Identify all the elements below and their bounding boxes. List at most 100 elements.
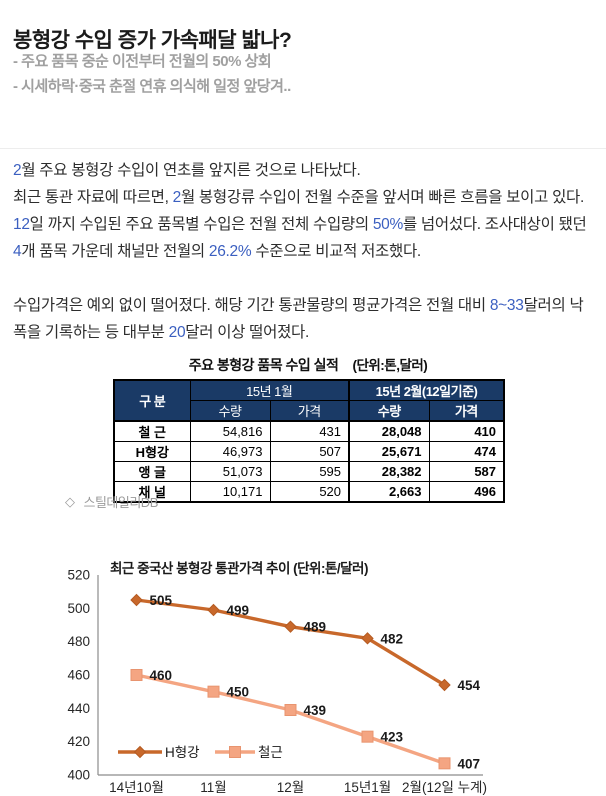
row-label: H형강 [113, 441, 191, 462]
text-run: 최근 통관 자료에 따르면, [13, 189, 173, 206]
text-run: 달러의 낙폭을 기록하는 등 대부분 [13, 297, 584, 341]
cell-jan-price: 595 [269, 461, 350, 482]
data-point-label: 460 [150, 668, 173, 683]
subtitle-block: - 주요 품목 중순 이전부터 전월의 50% 상회 - 시세하락·중국 춘절 … [13, 49, 291, 99]
data-point-marker [438, 678, 451, 692]
table-row: H형강 46,973 507 25,671 474 [113, 441, 505, 462]
table-title: 주요 봉형강 품목 수입 실적 [188, 357, 339, 373]
data-point-label: 489 [304, 620, 327, 635]
table-row: 채 널 10,171 520 2,663 496 [113, 481, 505, 503]
table-header-jan-price: 가격 [269, 400, 350, 422]
paragraph-2: 최근 통관 자료에 따르면, 2월 봉형강류 수입이 전월 수준을 앞서며 빠른… [13, 184, 595, 265]
cell-feb-qty: 28,048 [348, 420, 430, 442]
highlight-number: 26.2% [208, 243, 252, 260]
highlight-number: 50% [372, 216, 403, 233]
paragraph-3: 수입가격은 예외 없이 떨어졌다. 해당 기간 통관물량의 평균가격은 전월 대… [13, 292, 595, 346]
legend-label: 철근 [258, 745, 283, 760]
data-point-label: 482 [381, 631, 404, 646]
import-data-table: 구 분 15년 1월 15년 2월(12일기준) 수량 가격 수량 가격 철 근… [113, 379, 506, 503]
x-axis-label: 12월 [277, 780, 304, 795]
table-header-feb-qty: 수량 [348, 400, 430, 422]
table-corner-header: 구 분 [113, 379, 191, 422]
import-table-section: 주요 봉형강 품목 수입 실적 (단위:톤,달러) 구 분 15년 1월 15년… [113, 354, 506, 503]
price-trend-line-chart: 520 500 480 460 440 420 400 14년10월 11월 12월 15년1월 2월… [67, 568, 487, 796]
data-point-marker [438, 757, 451, 770]
text-run: 월 봉형강류 수입이 전월 수준을 앞서며 빠른 흐름을 보이고 있다. [180, 189, 584, 206]
data-point-marker [207, 603, 220, 617]
x-axis-label: 2월(12일 누계) [402, 780, 487, 795]
highlight-number: 8~33 [489, 297, 524, 314]
article-body: 2월 주요 봉형강 수입이 연초를 앞지른 것으로 나타났다. 최근 통관 자료… [13, 157, 595, 346]
y-axis-tick-label: 400 [67, 768, 90, 783]
cell-feb-qty: 2,663 [348, 481, 430, 503]
cell-feb-qty: 28,382 [348, 461, 430, 482]
data-point-marker [361, 730, 374, 743]
data-point-label: 454 [458, 678, 481, 693]
page-title: 봉형강 수입 증가 가속패달 밟나? [13, 29, 292, 53]
table-row: 앵 글 51,073 595 28,382 587 [113, 461, 505, 482]
text-run: 일 까지 수입된 주요 품목별 수입은 전월 전체 수입량의 [29, 216, 373, 233]
data-point-marker [284, 704, 297, 716]
text-run: 를 넘어섰다. 조사대상이 됐던 [402, 216, 587, 233]
table-group-jan: 15년 1월 [189, 379, 350, 401]
cell-jan-price: 507 [269, 441, 350, 462]
table-title-row: 주요 봉형강 품목 수입 실적 (단위:톤,달러) [113, 354, 503, 375]
data-point-label: 505 [150, 593, 173, 608]
highlight-number: 4 [13, 243, 22, 260]
table-header-feb-price: 가격 [428, 400, 505, 422]
cell-jan-qty: 10,171 [189, 481, 271, 503]
paragraph-1: 2월 주요 봉형강 수입이 연초를 앞지른 것으로 나타났다. [13, 157, 595, 184]
table-units-label: (단위:톤,달러) [352, 358, 428, 373]
cell-feb-price: 587 [428, 461, 505, 482]
cell-feb-price: 410 [428, 420, 505, 442]
y-axis-tick-label: 500 [67, 601, 90, 616]
cell-jan-qty: 46,973 [189, 441, 271, 462]
row-label: 앵 글 [113, 461, 191, 482]
y-axis-tick-label: 480 [67, 634, 90, 649]
text-run: 수입가격은 예외 없이 떨어졌다. 해당 기간 통관물량의 평균가격은 전월 대… [13, 297, 490, 314]
cell-feb-qty: 25,671 [348, 441, 430, 462]
x-axis-label: 14년10월 [109, 780, 164, 795]
source-caption-label: 스틸데일리DB [83, 495, 159, 510]
header-divider [0, 148, 606, 149]
cell-jan-qty: 54,816 [189, 420, 271, 442]
cell-feb-price: 496 [428, 481, 505, 503]
data-point-marker [130, 669, 143, 681]
cell-jan-qty: 51,073 [189, 461, 271, 482]
y-axis-tick-label: 420 [67, 734, 90, 749]
data-point-label: 450 [227, 685, 250, 700]
table-row: 철 근 54,816 431 28,048 410 [113, 420, 505, 442]
data-point-label: 423 [381, 730, 404, 745]
highlight-number: 2 [13, 162, 22, 179]
y-axis-tick-label: 440 [67, 701, 90, 716]
data-point-label: 439 [304, 703, 327, 718]
legend-label: H형강 [165, 745, 200, 760]
row-label: 철 근 [113, 420, 191, 442]
y-axis-tick-label: 520 [67, 568, 90, 583]
text-run: 월 주요 봉형강 수입이 연초를 앞지른 것으로 나타났다. [21, 162, 361, 179]
cell-jan-price: 431 [269, 420, 350, 442]
highlight-number: 12 [13, 216, 30, 233]
data-point-marker [133, 745, 147, 759]
cell-jan-price: 520 [269, 481, 350, 503]
row-label: 채 널 [113, 481, 191, 503]
subtitle-line-1: - 주요 품목 중순 이전부터 전월의 50% 상회 [13, 53, 272, 70]
text-run: 달러 이상 떨어졌다. [185, 324, 309, 341]
x-axis-label: 15년1월 [344, 780, 391, 795]
data-point-marker [229, 746, 241, 758]
data-point-marker [284, 620, 297, 633]
data-point-label: 407 [458, 756, 481, 771]
text-run: 수준으로 비교적 저조했다. [251, 243, 421, 260]
data-point-marker [361, 632, 374, 645]
y-axis-tick-label: 460 [67, 668, 90, 683]
cell-feb-price: 474 [428, 441, 505, 462]
data-point-marker [130, 593, 143, 607]
table-group-feb: 15년 2월(12일기준) [348, 379, 505, 401]
highlight-number: 20 [168, 324, 186, 341]
text-run: 개 품목 가운데 채널만 전월의 [21, 243, 209, 260]
diamond-icon: ◇ [65, 493, 75, 509]
x-axis-label: 11월 [200, 780, 226, 795]
data-point-label: 499 [227, 603, 250, 618]
table-header-jan-qty: 수량 [189, 400, 271, 422]
